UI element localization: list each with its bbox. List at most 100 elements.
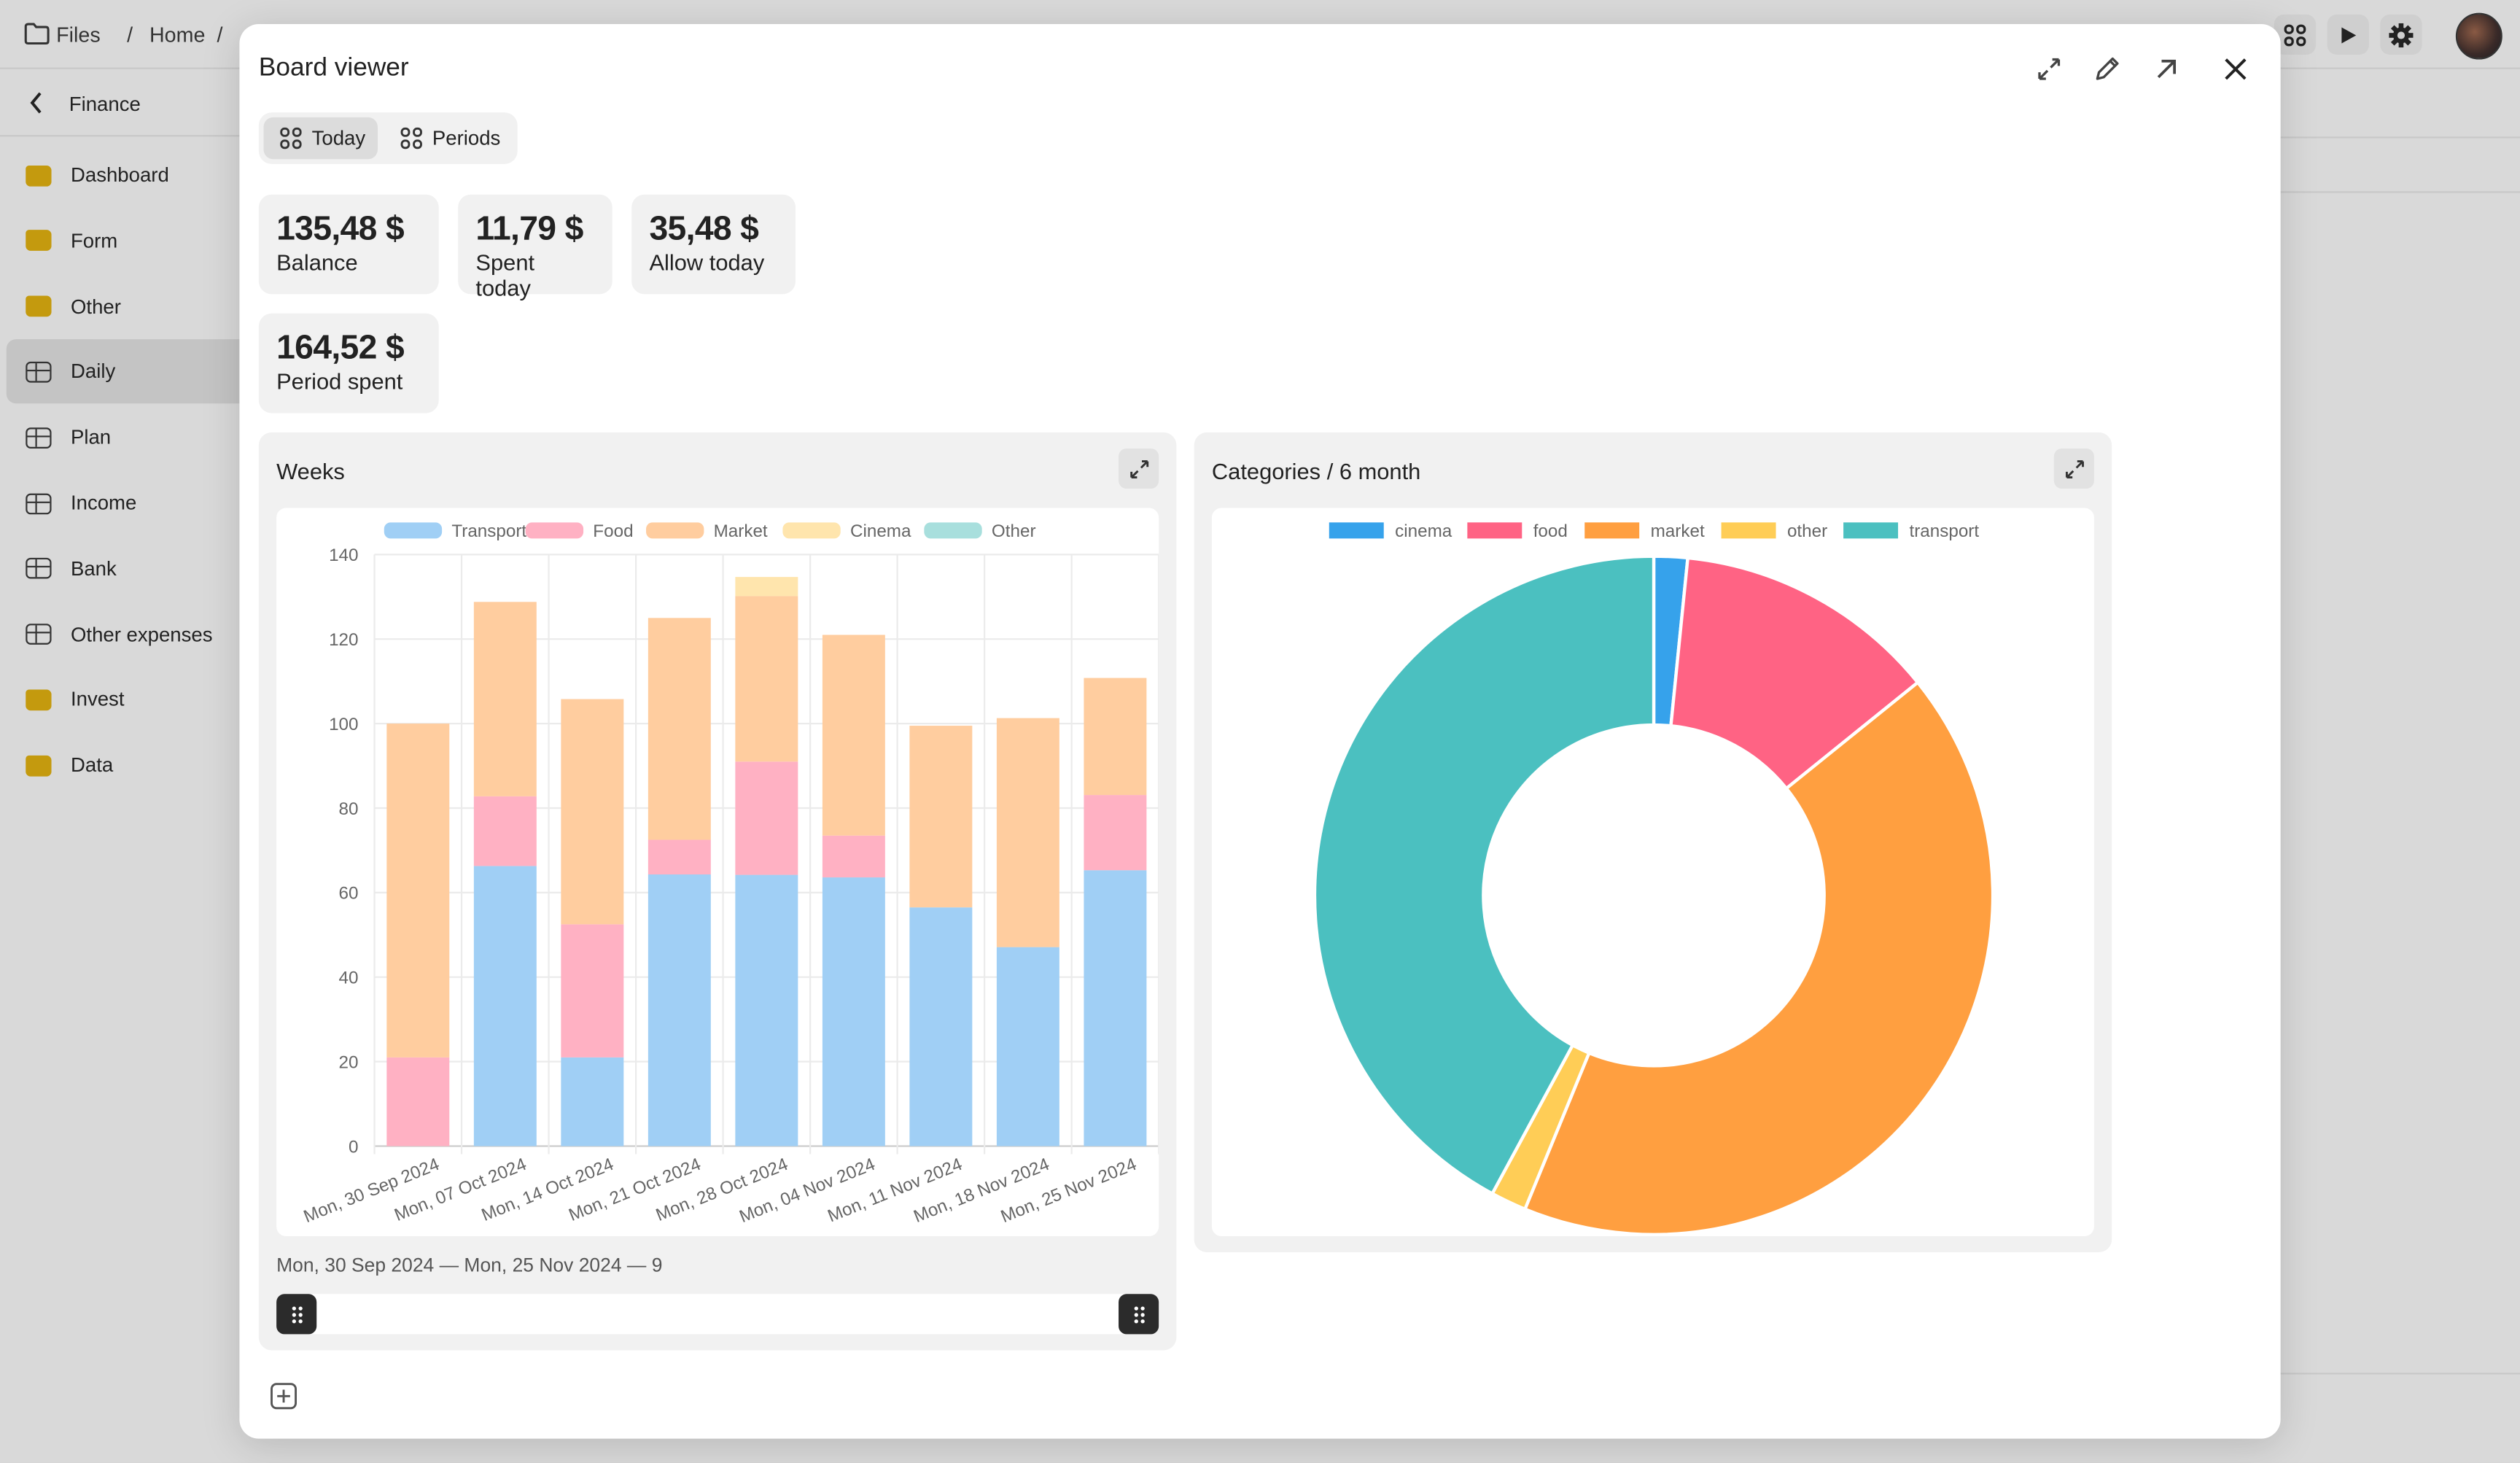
range-end-handle[interactable] bbox=[1119, 1294, 1159, 1335]
legend-label: transport bbox=[1909, 521, 1979, 541]
tab-label: Periods bbox=[432, 127, 501, 150]
bar-segment-transport bbox=[822, 877, 885, 1146]
sidebar-item-label: Data bbox=[70, 754, 114, 777]
range-start-handle[interactable] bbox=[276, 1294, 317, 1335]
tab-label: Today bbox=[311, 127, 366, 150]
table-icon bbox=[26, 492, 52, 514]
table-icon bbox=[26, 427, 52, 449]
legend-label: cinema bbox=[1395, 521, 1452, 541]
settings-button[interactable] bbox=[2380, 14, 2422, 55]
expand-button[interactable] bbox=[2053, 448, 2094, 489]
table-icon bbox=[26, 624, 52, 645]
sidebar-item-dashboard[interactable]: Dashboard bbox=[7, 143, 241, 207]
bar-segment-food bbox=[648, 839, 711, 874]
sidebar-item-income[interactable]: Income bbox=[7, 471, 241, 535]
breadcrumb-home[interactable]: Home bbox=[149, 22, 206, 47]
sidebar-item-other[interactable]: Other bbox=[7, 274, 241, 338]
weeks-chart-card: Weeks Transport Food Market Cinema Other 0 20 4… bbox=[258, 432, 1177, 1351]
bar-segment-market bbox=[473, 602, 537, 796]
play-icon bbox=[2341, 26, 2357, 43]
stat-value: 35,48 $ bbox=[649, 210, 759, 248]
sidebar-item-label: Plan bbox=[70, 426, 112, 449]
legend-label: Other bbox=[992, 521, 1036, 541]
donut-chart: cinema food market other transport bbox=[1312, 521, 1995, 1236]
tab-periods[interactable]: Periods bbox=[384, 117, 513, 159]
bar-segment-transport bbox=[1084, 870, 1147, 1146]
bar-segment-transport bbox=[735, 874, 798, 1146]
legend-label: market bbox=[1651, 521, 1705, 541]
sidebar-item-label: Bank bbox=[70, 557, 117, 581]
sidebar-item-plan[interactable]: Plan bbox=[7, 405, 241, 470]
fullscreen-icon[interactable] bbox=[2033, 53, 2065, 85]
sidebar-item-label: Other expenses bbox=[70, 623, 213, 646]
legend-swatch bbox=[1584, 522, 1640, 539]
background-panel bbox=[2280, 136, 2520, 193]
sidebar-item-bank[interactable]: Bank bbox=[7, 537, 241, 601]
chevron-left-icon[interactable] bbox=[29, 92, 45, 115]
stat-label: Allow today bbox=[649, 249, 765, 275]
y-tick-label: 20 bbox=[339, 1052, 359, 1072]
bar-segment-market bbox=[561, 699, 624, 925]
y-tick-label: 0 bbox=[349, 1137, 358, 1157]
donut-slice-market bbox=[1522, 680, 1995, 1236]
stat-balance: 135,48 $ Balance bbox=[258, 194, 439, 295]
user-avatar[interactable] bbox=[2455, 12, 2502, 60]
sidebar-item-label: Income bbox=[70, 492, 137, 515]
bar-segment-food bbox=[822, 835, 885, 878]
bar-segment-transport bbox=[473, 866, 537, 1146]
bar-segment-market bbox=[648, 618, 711, 840]
folder-icon bbox=[26, 755, 52, 776]
y-tick-label: 80 bbox=[339, 799, 359, 819]
categories-chart-card: Categories / 6 month cinema food market oth… bbox=[1194, 432, 2112, 1252]
bar-segment-food bbox=[386, 1057, 450, 1146]
sidebar-item-other-expenses[interactable]: Other expenses bbox=[7, 602, 241, 667]
legend-swatch bbox=[1843, 522, 1899, 539]
legend-swatch bbox=[646, 522, 704, 539]
folder-icon bbox=[26, 689, 52, 710]
bar-segment-food bbox=[735, 761, 798, 875]
sidebar-item-label: Dashboard bbox=[70, 163, 169, 187]
legend-swatch bbox=[782, 522, 841, 539]
legend-label: Market bbox=[714, 521, 768, 541]
y-tick-label: 100 bbox=[329, 715, 358, 734]
tab-today[interactable]: Today bbox=[263, 117, 378, 160]
folder-icon bbox=[26, 230, 52, 252]
expand-button[interactable] bbox=[1119, 448, 1159, 489]
stat-value: 135,48 $ bbox=[276, 210, 405, 248]
legend-swatch bbox=[1467, 522, 1522, 539]
legend-label: Transport bbox=[451, 521, 526, 541]
sidebar-item-invest[interactable]: Invest bbox=[7, 668, 241, 732]
sidebar-item-label: Invest bbox=[70, 688, 125, 712]
bar-segment-market bbox=[735, 596, 798, 762]
apps-button[interactable] bbox=[2274, 14, 2317, 55]
sidebar-item-label: Other bbox=[70, 295, 121, 318]
card-title: Categories / 6 month bbox=[1211, 458, 1421, 484]
categories-chart: cinema food market other transport bbox=[1211, 508, 2094, 1236]
range-slider-track[interactable] bbox=[276, 1294, 1159, 1335]
stat-value: 164,52 $ bbox=[276, 329, 405, 367]
divider bbox=[2280, 1373, 2520, 1375]
stat-label: Balance bbox=[276, 249, 358, 275]
board-viewer-modal: Board viewer Today Periods 135,48 $ Balan… bbox=[239, 24, 2281, 1439]
legend-label: other bbox=[1787, 521, 1827, 541]
stat-allow-today: 35,48 $ Allow today bbox=[631, 194, 796, 295]
stat-label: Period spent bbox=[276, 368, 403, 395]
sidebar-header[interactable]: Finance bbox=[0, 71, 241, 137]
folder-outline-icon bbox=[24, 23, 50, 45]
sidebar-item-daily[interactable]: Daily bbox=[6, 339, 241, 405]
bar-segment-cinema bbox=[735, 577, 798, 597]
stat-spent-today: 11,79 $ Spent today bbox=[458, 194, 612, 300]
sidebar-item-form[interactable]: Form bbox=[7, 209, 241, 273]
sidebar-item-data[interactable]: Data bbox=[7, 733, 241, 797]
folder-icon bbox=[26, 295, 52, 317]
breadcrumb-files[interactable]: Files bbox=[56, 22, 101, 47]
open-external-icon[interactable] bbox=[2150, 53, 2182, 85]
y-tick-label: 120 bbox=[329, 630, 358, 650]
play-button[interactable] bbox=[2327, 14, 2369, 55]
table-icon bbox=[26, 558, 52, 580]
add-widget-icon[interactable] bbox=[270, 1383, 297, 1410]
expand-icon bbox=[1129, 459, 1148, 478]
edit-pencil-icon[interactable] bbox=[2091, 53, 2123, 85]
legend-swatch bbox=[384, 522, 443, 539]
close-icon[interactable] bbox=[2220, 53, 2252, 85]
